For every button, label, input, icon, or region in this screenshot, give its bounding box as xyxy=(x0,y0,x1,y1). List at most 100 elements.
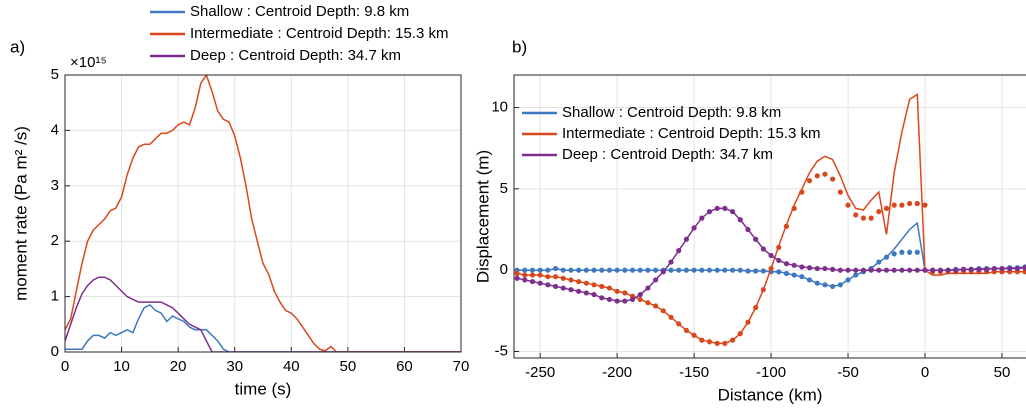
series-marker xyxy=(699,267,705,273)
series-marker xyxy=(891,251,897,257)
series-marker xyxy=(768,252,774,259)
series-marker xyxy=(583,280,589,286)
series-marker xyxy=(606,267,613,273)
series-marker xyxy=(706,267,713,273)
series-marker xyxy=(745,226,751,233)
series-marker xyxy=(637,267,643,273)
series-marker xyxy=(599,295,605,301)
series-marker xyxy=(899,202,905,208)
series-marker xyxy=(860,267,867,273)
series-marker xyxy=(907,200,913,207)
series-marker xyxy=(753,268,759,274)
series-marker xyxy=(976,266,982,272)
series-marker xyxy=(930,267,936,273)
x-tick-label: 50 xyxy=(340,358,357,375)
y-axis-label: moment rate (Pa m² /s) xyxy=(11,126,30,301)
series-marker xyxy=(683,267,690,273)
x-tick-label: 30 xyxy=(226,358,243,375)
series-marker xyxy=(907,249,913,255)
series-marker xyxy=(814,280,820,286)
x-tick-label: -50 xyxy=(837,364,859,381)
series-marker xyxy=(737,217,743,223)
y-tick-label: 0 xyxy=(51,343,59,360)
x-tick-label: 0 xyxy=(921,364,929,381)
series-marker xyxy=(945,267,951,273)
series-marker xyxy=(537,280,543,286)
series-marker xyxy=(783,261,790,267)
series-marker xyxy=(537,267,543,273)
series-marker xyxy=(552,274,559,280)
series-marker xyxy=(776,244,782,251)
legend-label: Intermediate : Centroid Depth: 15.3 km xyxy=(562,125,820,142)
series-marker xyxy=(822,171,828,177)
series-marker xyxy=(645,267,651,273)
series-marker xyxy=(968,266,974,272)
y-tick-label: 3 xyxy=(51,177,59,194)
series-marker xyxy=(676,248,682,254)
x-tick-label: -250 xyxy=(525,364,555,381)
series-marker xyxy=(876,209,882,215)
legend-label: Shallow : Centroid Depth: 9.8 km xyxy=(562,104,781,121)
series-marker xyxy=(522,272,528,278)
series-marker xyxy=(714,267,720,273)
series-marker xyxy=(729,209,736,215)
series-marker xyxy=(529,272,536,278)
series-marker xyxy=(591,267,597,273)
series-marker xyxy=(583,290,589,296)
series-marker xyxy=(783,270,790,277)
series-marker xyxy=(722,267,728,273)
x-tick-label: 60 xyxy=(396,358,413,375)
series-marker xyxy=(1022,269,1026,275)
y-tick-label: 10 xyxy=(491,98,508,115)
series-marker xyxy=(514,270,520,277)
series-marker xyxy=(529,267,536,273)
series-marker xyxy=(868,267,874,273)
series-marker xyxy=(776,269,782,275)
series-marker xyxy=(891,202,897,208)
series-marker xyxy=(953,267,959,273)
series-marker xyxy=(699,215,705,221)
series-marker xyxy=(645,285,651,291)
series-marker xyxy=(768,265,774,272)
series-marker xyxy=(614,267,620,273)
series-marker xyxy=(760,246,766,252)
series-marker xyxy=(899,267,905,273)
chart-panel: 0 10 20 30 40 50 60 70 0 1 2 3 4 5 a) time (s) moment ra… xyxy=(10,3,469,399)
series-marker xyxy=(599,267,605,273)
series-marker xyxy=(714,205,720,211)
plot-area xyxy=(65,75,461,352)
series-marker xyxy=(622,298,628,304)
series-marker xyxy=(914,200,920,207)
series-marker xyxy=(753,304,759,311)
series-marker xyxy=(799,274,805,280)
plot-background xyxy=(65,75,461,352)
x-axis-label: time (s) xyxy=(235,379,292,398)
plot-frame xyxy=(64,74,462,353)
series-marker xyxy=(637,291,643,298)
series-marker xyxy=(576,278,582,285)
series-marker xyxy=(691,225,697,231)
series-marker xyxy=(776,257,782,264)
series-marker xyxy=(1022,265,1026,271)
series-marker xyxy=(876,259,882,265)
series-marker xyxy=(668,259,674,265)
y-tick-label: 5 xyxy=(51,66,59,83)
series-marker xyxy=(629,267,636,273)
series-marker xyxy=(622,267,628,273)
series-marker xyxy=(676,267,682,273)
series-marker xyxy=(853,212,859,218)
panel-label: a) xyxy=(10,37,25,56)
series-marker xyxy=(537,272,543,278)
series-marker xyxy=(729,267,736,273)
series-marker xyxy=(699,337,705,343)
series-marker xyxy=(614,288,620,294)
series-marker xyxy=(883,205,890,211)
series-marker xyxy=(814,265,820,272)
x-tick-label: 40 xyxy=(283,358,300,375)
series-marker xyxy=(806,265,813,271)
series-marker xyxy=(737,267,743,273)
series-marker xyxy=(668,267,674,273)
series-line xyxy=(65,276,461,352)
